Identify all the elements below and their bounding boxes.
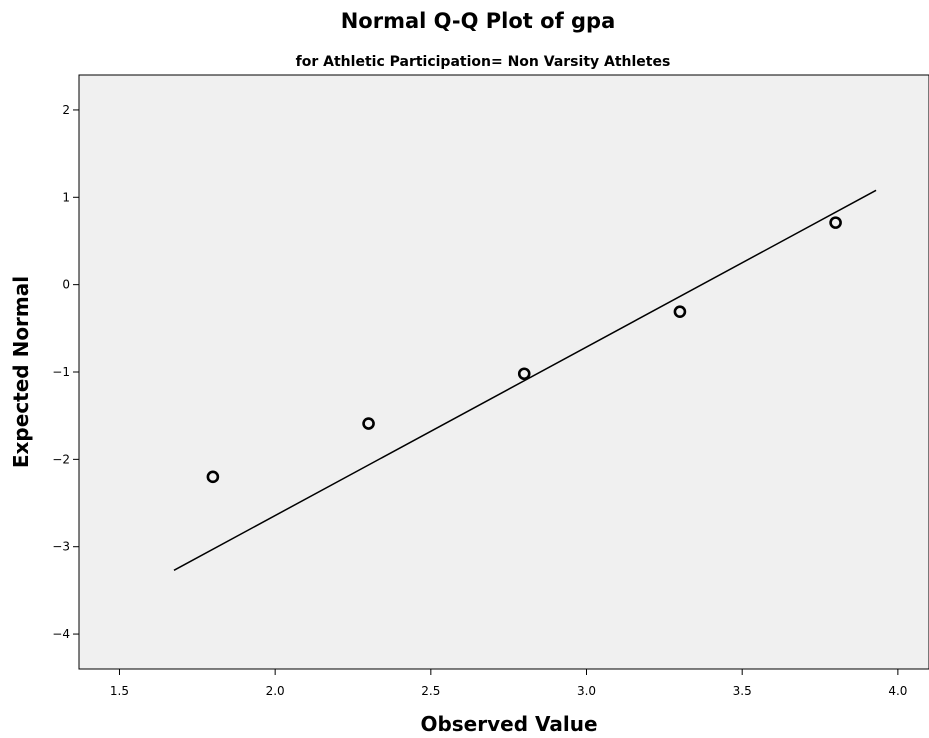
y-tick-label: 2 [62,103,70,117]
reference-line [173,189,877,571]
y-tick-label: −2 [52,452,70,466]
x-tick-label: 2.0 [266,684,285,698]
y-axis-label: Expected Normal [9,276,33,468]
data-points [206,216,842,484]
x-tick-label: 3.5 [733,684,752,698]
x-tick-label: 4.0 [888,684,907,698]
x-tick-label: 2.5 [421,684,440,698]
x-tick-label: 1.5 [110,684,129,698]
y-tick-label: 1 [62,190,70,204]
plot-area [78,74,929,670]
y-tick-label: −3 [52,540,70,554]
data-point [829,216,842,229]
x-tick-label: 3.0 [577,684,596,698]
y-tick-label: 0 [62,278,70,292]
data-point [673,305,687,319]
data-point [362,417,375,430]
y-axis: 2 1 0 −1 −2 −3 −4 [52,103,79,641]
data-point [206,470,220,484]
x-axis: 1.5 2.0 2.5 3.0 3.5 4.0 [110,669,907,698]
x-axis-label: Observed Value [420,712,597,736]
chart-subtitle: for Athletic Participation= Non Varsity … [296,54,671,70]
chart-title: Normal Q-Q Plot of gpa [341,9,616,33]
data-point [517,367,531,381]
y-tick-label: −1 [52,365,70,379]
y-tick-label: −4 [52,627,70,641]
